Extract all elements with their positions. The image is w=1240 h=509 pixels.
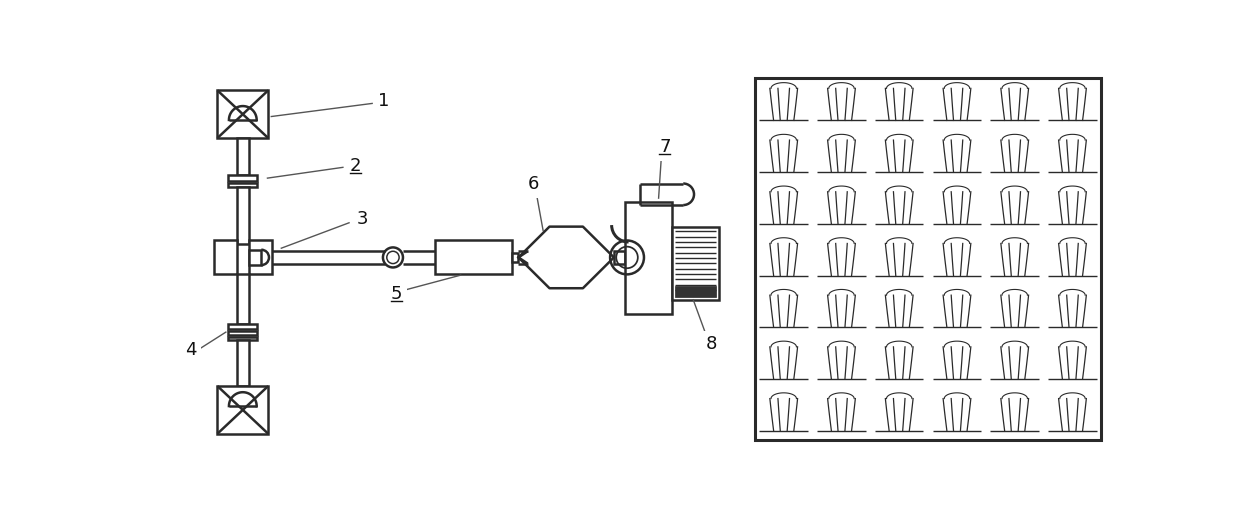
Text: 8: 8 [706, 335, 717, 353]
Bar [228, 330, 258, 335]
Bar [675, 286, 717, 297]
Text: 7: 7 [658, 138, 671, 156]
Bar [217, 386, 268, 434]
Bar [237, 138, 249, 175]
Bar [228, 324, 258, 329]
Bar [614, 251, 625, 264]
Bar [213, 240, 237, 274]
Bar [512, 253, 518, 262]
Bar [435, 240, 512, 274]
Bar [237, 274, 249, 324]
Bar [217, 90, 268, 138]
Bar [237, 340, 249, 386]
Bar [249, 240, 272, 274]
Bar [672, 227, 719, 300]
Bar [228, 175, 258, 181]
Bar [237, 187, 249, 244]
Text: 1: 1 [378, 92, 389, 110]
Bar [228, 183, 258, 187]
Text: 2: 2 [350, 157, 361, 175]
Bar [228, 337, 258, 340]
Bar [625, 202, 672, 314]
Text: 4: 4 [185, 341, 196, 359]
Bar [755, 78, 1101, 440]
Text: 6: 6 [528, 175, 539, 193]
Text: 5: 5 [391, 285, 403, 303]
Bar [249, 250, 262, 265]
Text: 3: 3 [356, 210, 368, 228]
